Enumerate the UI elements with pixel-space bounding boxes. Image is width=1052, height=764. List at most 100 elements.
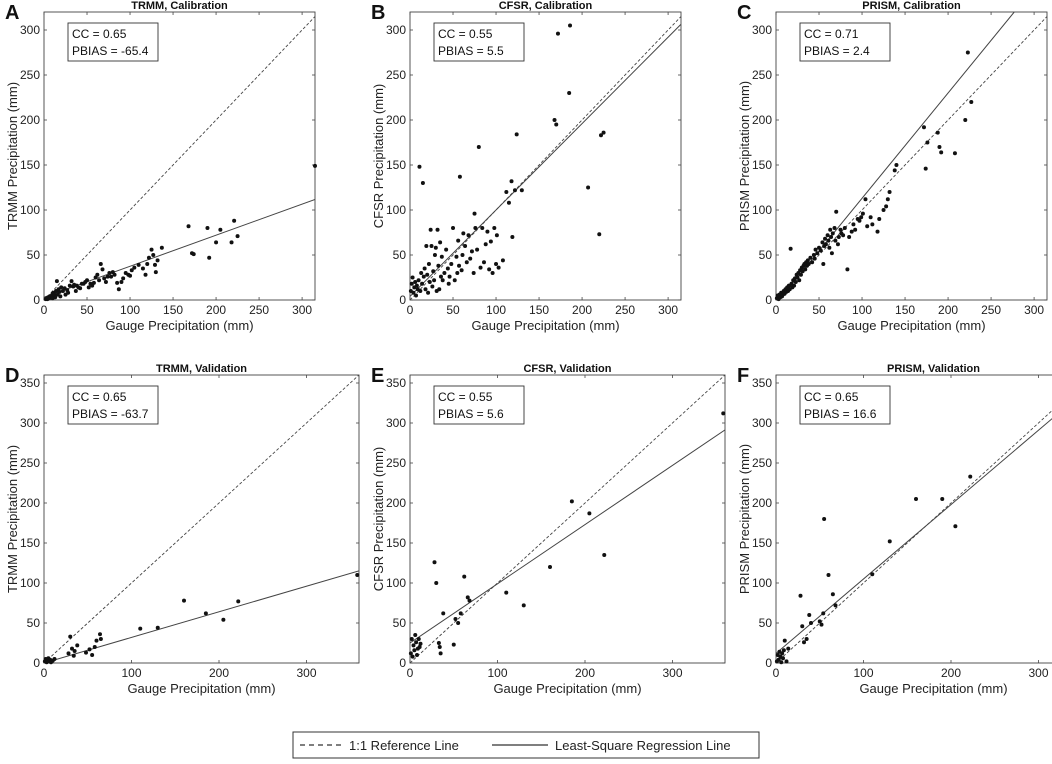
- data-point: [73, 289, 78, 293]
- y-tick-label: 150: [386, 536, 406, 550]
- y-tick-label: 250: [752, 68, 772, 82]
- reference-line: [44, 16, 315, 300]
- data-point: [456, 621, 461, 625]
- data-point: [408, 651, 413, 656]
- data-point: [598, 133, 603, 138]
- x-tick-label: 0: [407, 303, 414, 317]
- panel-F: F PRISM, Validation 0 100 200 300 0 50 100 150 200…: [737, 363, 1052, 696]
- data-point: [829, 251, 834, 256]
- reference-line: [410, 375, 725, 663]
- x-tick-label: 100: [852, 303, 872, 317]
- x-tick-label: 100: [486, 303, 506, 317]
- data-point: [849, 229, 854, 234]
- data-point: [845, 267, 850, 272]
- panel-letter: A: [5, 2, 19, 24]
- data-point: [892, 168, 897, 173]
- data-point: [429, 244, 434, 248]
- data-point: [435, 227, 440, 232]
- data-point: [500, 258, 505, 263]
- data-point: [205, 226, 210, 230]
- x-tick-label: 300: [658, 303, 678, 317]
- data-point: [459, 268, 464, 273]
- panel-A: A TRMM, Calibration 0 50 100 150 200 250 300 0 50 1…: [5, 0, 317, 333]
- data-point: [146, 255, 151, 260]
- data-point: [552, 118, 557, 122]
- data-point: [71, 653, 76, 658]
- data-point: [431, 269, 436, 274]
- data-point: [451, 226, 456, 230]
- data-point: [881, 208, 886, 212]
- stats-pbias: PBIAS = 16.6: [804, 407, 877, 421]
- data-point: [797, 278, 802, 283]
- data-point: [425, 272, 430, 277]
- regression-line: [410, 429, 725, 644]
- x-axis-label: Gauge Precipitation (mm): [105, 318, 253, 333]
- data-point: [822, 517, 827, 521]
- data-point: [453, 617, 458, 621]
- data-point: [865, 224, 870, 229]
- data-point: [145, 262, 150, 266]
- data-point: [414, 640, 419, 645]
- data-point: [214, 240, 219, 245]
- stats-pbias: PBIAS = 5.6: [438, 407, 504, 421]
- data-point: [186, 224, 191, 229]
- data-point: [478, 265, 483, 270]
- data-point: [802, 640, 806, 645]
- data-point: [851, 222, 856, 227]
- y-axis-label: CFSR Precipitation (mm): [371, 84, 386, 228]
- data-point: [115, 280, 120, 285]
- data-point: [95, 272, 100, 277]
- data-point: [463, 244, 468, 248]
- data-point: [455, 271, 460, 275]
- x-tick-label: 250: [981, 303, 1001, 317]
- data-point: [91, 280, 96, 285]
- x-tick-label: 0: [407, 666, 414, 680]
- x-tick-label: 300: [296, 666, 316, 680]
- data-point: [786, 646, 791, 651]
- data-point: [492, 226, 497, 230]
- data-point: [460, 253, 465, 257]
- x-tick-label: 300: [1028, 666, 1048, 680]
- x-tick-label: 200: [575, 666, 595, 680]
- data-point: [102, 276, 107, 281]
- stats-cc: CC = 0.65: [72, 390, 127, 404]
- data-point: [458, 611, 463, 616]
- data-point: [793, 280, 798, 284]
- x-tick-label: 200: [206, 303, 226, 317]
- data-point: [494, 262, 499, 266]
- data-point: [221, 617, 226, 622]
- x-tick-label: 250: [615, 303, 635, 317]
- data-point: [504, 190, 509, 194]
- data-point: [803, 267, 808, 272]
- data-point: [107, 271, 112, 275]
- data-point: [810, 260, 815, 265]
- data-point: [548, 565, 552, 569]
- stats-cc: CC = 0.65: [72, 27, 127, 41]
- data-point: [70, 646, 74, 651]
- data-point: [203, 611, 208, 616]
- data-point: [884, 204, 889, 209]
- y-axis-label: CFSR Precipitation (mm): [371, 447, 386, 591]
- y-tick-label: 300: [386, 416, 406, 430]
- data-point: [112, 272, 117, 277]
- data-point: [806, 262, 811, 266]
- y-axis-label: TRMM Precipitation (mm): [5, 445, 20, 593]
- data-point: [811, 253, 816, 257]
- y-tick-label: 350: [20, 376, 40, 390]
- x-axis-label: Gauge Precipitation (mm): [493, 681, 641, 696]
- data-point: [454, 254, 459, 259]
- data-point: [586, 185, 591, 190]
- data-point: [85, 278, 90, 283]
- data-point: [473, 226, 478, 230]
- data-point: [798, 593, 803, 598]
- data-point: [826, 573, 831, 577]
- data-point: [422, 266, 427, 271]
- data-point: [465, 595, 470, 600]
- data-point: [467, 598, 472, 603]
- stats-box: [67, 385, 159, 425]
- data-point: [421, 274, 426, 279]
- data-point: [444, 247, 449, 252]
- y-tick-label: 150: [20, 158, 40, 172]
- data-point: [776, 657, 781, 662]
- panel-letter: B: [371, 2, 385, 24]
